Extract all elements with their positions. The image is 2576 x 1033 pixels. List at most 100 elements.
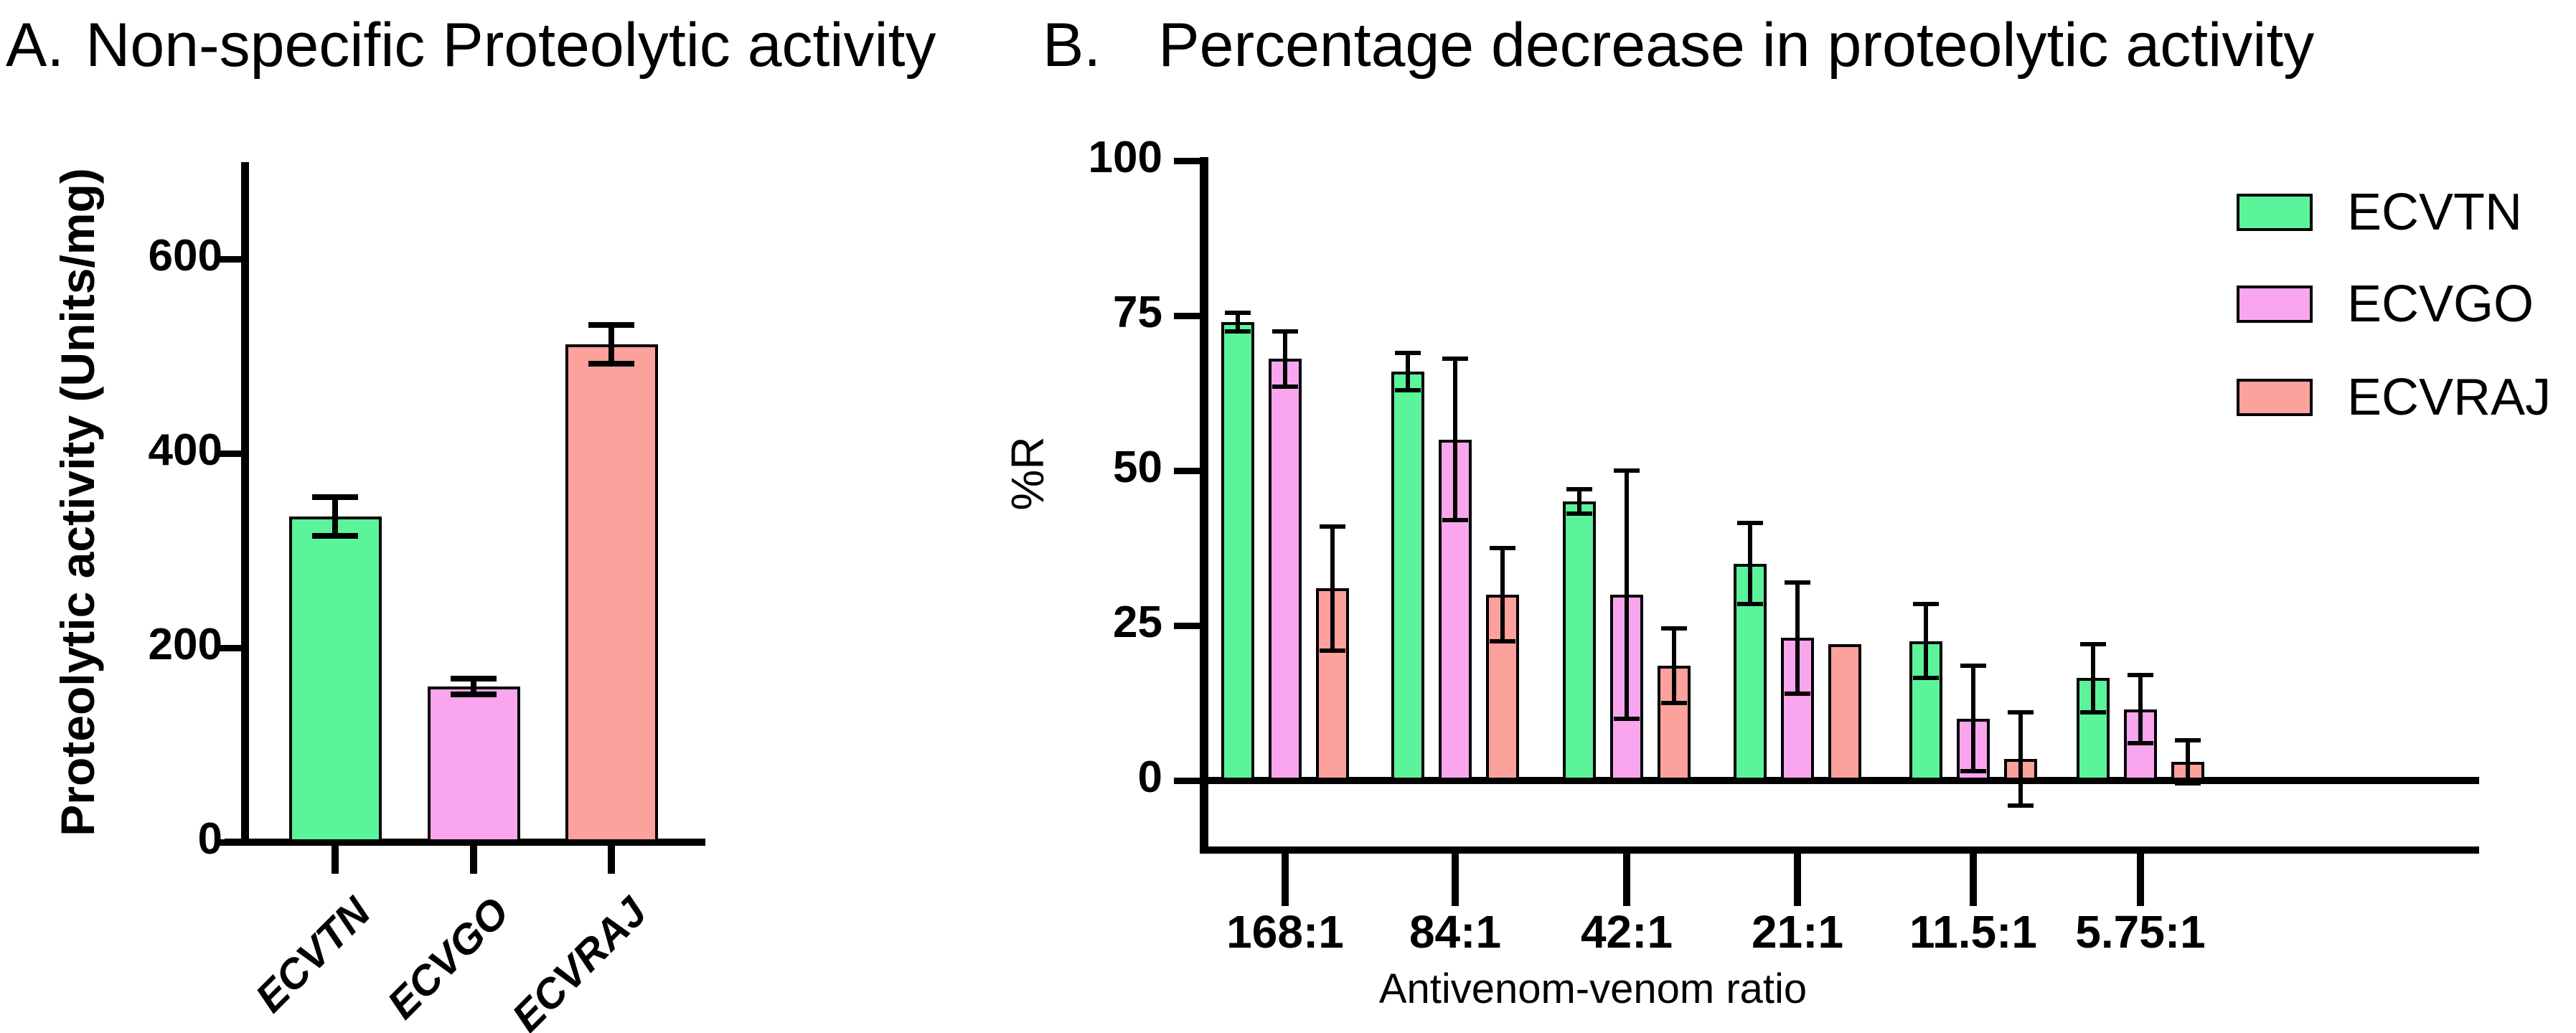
panel-b-bar-ecvraj-21:1 xyxy=(1828,643,1861,780)
panel-a-y-tick xyxy=(216,644,245,651)
panel-b-error-bar-overlay-cap-top xyxy=(1566,486,1592,491)
panel-b-x-tick xyxy=(1623,854,1630,906)
panel-a-title: A. Non-specific Proteolytic activity xyxy=(6,10,936,81)
panel-b-x-tick xyxy=(2137,854,2144,906)
panel-b-y-tick xyxy=(1174,467,1204,474)
panel-a-title-text: Non-specific Proteolytic activity xyxy=(85,11,936,80)
panel-b-error-bar-overlay xyxy=(1453,359,1457,521)
panel-b-title-text: Percentage decrease in proteolytic activ… xyxy=(1158,11,2315,80)
panel-b-error-bar-overlay-cap-bottom xyxy=(1737,601,1763,606)
legend-item-ecvgo: ECVGO xyxy=(2237,275,2534,334)
panel-b-error-bar-overlay-cap-top xyxy=(2128,673,2153,678)
panel-b-error-bar-overlay-cap-bottom xyxy=(1661,701,1687,705)
panel-a-error-bar-overlay xyxy=(471,679,476,695)
panel-a-prefix: A. xyxy=(6,11,65,80)
panel-b-error-bar-overlay-cap-bottom xyxy=(1442,518,1468,523)
panel-b-y-tick xyxy=(1174,157,1204,164)
panel-b-error-bar-overlay xyxy=(1330,526,1335,651)
panel-a-error-bar-overlay-cap-top xyxy=(312,494,358,500)
panel-a-x-tick xyxy=(608,846,615,874)
panel-b-prefix: B. xyxy=(1043,11,1101,80)
panel-a-error-bar-overlay xyxy=(332,496,338,537)
panel-a-bar-ecvraj xyxy=(565,344,658,842)
legend-item-ecvtn: ECVTN xyxy=(2237,183,2522,242)
panel-b-error-bar-overlay-cap-top xyxy=(1442,357,1468,362)
panel-a-error-bar-overlay-cap-top xyxy=(588,322,634,329)
panel-b-error-bar-overlay-cap-bottom xyxy=(1566,511,1592,516)
panel-b-category-label: 42:1 xyxy=(1580,906,1673,958)
panel-b-error-bar-overlay-cap-bottom xyxy=(2128,741,2153,746)
panel-b-error-bar-overlay xyxy=(2186,740,2190,784)
panel-b-error-bar-overlay-cap-top xyxy=(1737,521,1763,526)
panel-b-error-bar-overlay xyxy=(1283,331,1287,387)
panel-a-category-label: ECVTN xyxy=(246,888,380,1022)
panel-b-error-bar-overlay-cap-bottom xyxy=(1272,385,1298,390)
panel-b-bar-ecvgo-168:1 xyxy=(1269,359,1302,780)
panel-b-error-bar-overlay-cap-top xyxy=(1272,329,1298,334)
panel-b-error-bar-overlay-cap-bottom xyxy=(2080,709,2106,714)
panel-b-category-label: 21:1 xyxy=(1751,906,1844,958)
panel-a-x-tick xyxy=(332,846,339,874)
panel-b-error-bar-overlay-cap-top xyxy=(1490,546,1515,550)
panel-b-category-label: 84:1 xyxy=(1409,906,1502,958)
panel-a-error-bar-overlay-cap-top xyxy=(451,676,497,682)
panel-b-title: B. Percentage decrease in proteolytic act… xyxy=(1043,10,2314,81)
panel-b-y-tick xyxy=(1174,777,1204,784)
panel-a-y-tick-label: 400 xyxy=(148,425,222,475)
panel-b-error-bar-overlay-cap-top xyxy=(1661,626,1687,631)
panel-b-y-tick-label: 75 xyxy=(1113,288,1162,337)
panel-b-y-tick-label: 100 xyxy=(1088,133,1162,182)
legend-label-ecvraj: ECVRAJ xyxy=(2347,369,2552,426)
panel-b-x-tick xyxy=(1970,854,1977,906)
panel-b-error-bar-overlay-cap-bottom xyxy=(1785,692,1810,697)
panel-b-error-bar-overlay-cap-bottom xyxy=(1960,769,1986,774)
panel-b-bar-ecvgo-84:1 xyxy=(1439,439,1472,780)
panel-b-bar-ecvtn-84:1 xyxy=(1391,371,1424,780)
legend-swatch-ecvtn xyxy=(2237,194,2313,231)
panel-b-bar-ecvgo-21:1 xyxy=(1781,638,1814,780)
panel-b-y-tick-label: 50 xyxy=(1113,443,1162,492)
panel-a-y-tick-label: 200 xyxy=(148,620,222,669)
panel-b-error-bar-overlay-cap-top xyxy=(1614,468,1640,473)
panel-b-error-bar-overlay xyxy=(1971,666,1975,772)
panel-b-error-bar-overlay xyxy=(1795,582,1800,694)
panel-b-error-bar-overlay xyxy=(1672,628,1676,703)
panel-b-error-bar-overlay-cap-top xyxy=(1225,310,1251,315)
panel-b-y-axis xyxy=(1200,157,1208,854)
panel-b-error-bar-overlay-cap-bottom xyxy=(1395,387,1421,392)
panel-b-error-bar-overlay xyxy=(2091,643,2095,712)
panel-a-x-axis xyxy=(225,839,705,846)
panel-a-error-bar-overlay-cap-bottom xyxy=(588,361,634,367)
panel-b-bar-ecvtn-168:1 xyxy=(1221,321,1254,780)
panel-b-error-bar-overlay-cap-bottom xyxy=(1614,716,1640,721)
panel-a-error-bar-overlay-cap-bottom xyxy=(451,692,497,698)
panel-a-y-tick-label: 0 xyxy=(197,814,222,864)
panel-b-x-tick xyxy=(1282,854,1289,906)
panel-a-error-bar-overlay xyxy=(608,325,614,364)
legend-label-ecvtn: ECVTN xyxy=(2347,184,2523,241)
panel-a-bar-ecvgo xyxy=(427,687,520,842)
panel-b-error-bar-overlay-cap-top xyxy=(1913,601,1939,606)
panel-a-y-tick-label: 600 xyxy=(148,231,222,280)
panel-b-error-bar-overlay xyxy=(1500,548,1505,641)
panel-b-error-bar-overlay xyxy=(1748,523,1752,604)
panel-b-bar-ecvtn-5.75:1 xyxy=(2077,678,2110,780)
panel-a-y-tick xyxy=(216,839,245,846)
legend-swatch-ecvgo xyxy=(2237,286,2313,323)
panel-a-y-tick xyxy=(216,255,245,263)
panel-b-x-tick xyxy=(1794,854,1801,906)
panel-b-error-bar-overlay-cap-bottom xyxy=(2008,803,2034,808)
legend-item-ecvraj: ECVRAJ xyxy=(2237,368,2551,427)
panel-b-error-bar-overlay-cap-top xyxy=(1320,524,1345,529)
panel-a-y-tick xyxy=(216,450,245,457)
panel-b-error-bar-overlay-cap-bottom xyxy=(1913,676,1939,681)
panel-b-category-label: 168:1 xyxy=(1226,906,1344,958)
panel-b-y-tick xyxy=(1174,312,1204,319)
legend-swatch-ecvraj xyxy=(2237,379,2313,416)
panel-b-error-bar-overlay-cap-top xyxy=(1960,664,1986,669)
panel-b-error-bar-overlay xyxy=(1577,489,1581,514)
panel-b-error-bar-overlay xyxy=(1924,603,1928,679)
panel-b-x-axis-title: Antivenom-venom ratio xyxy=(1378,966,1808,1012)
panel-b-category-label: 5.75:1 xyxy=(2075,906,2206,958)
